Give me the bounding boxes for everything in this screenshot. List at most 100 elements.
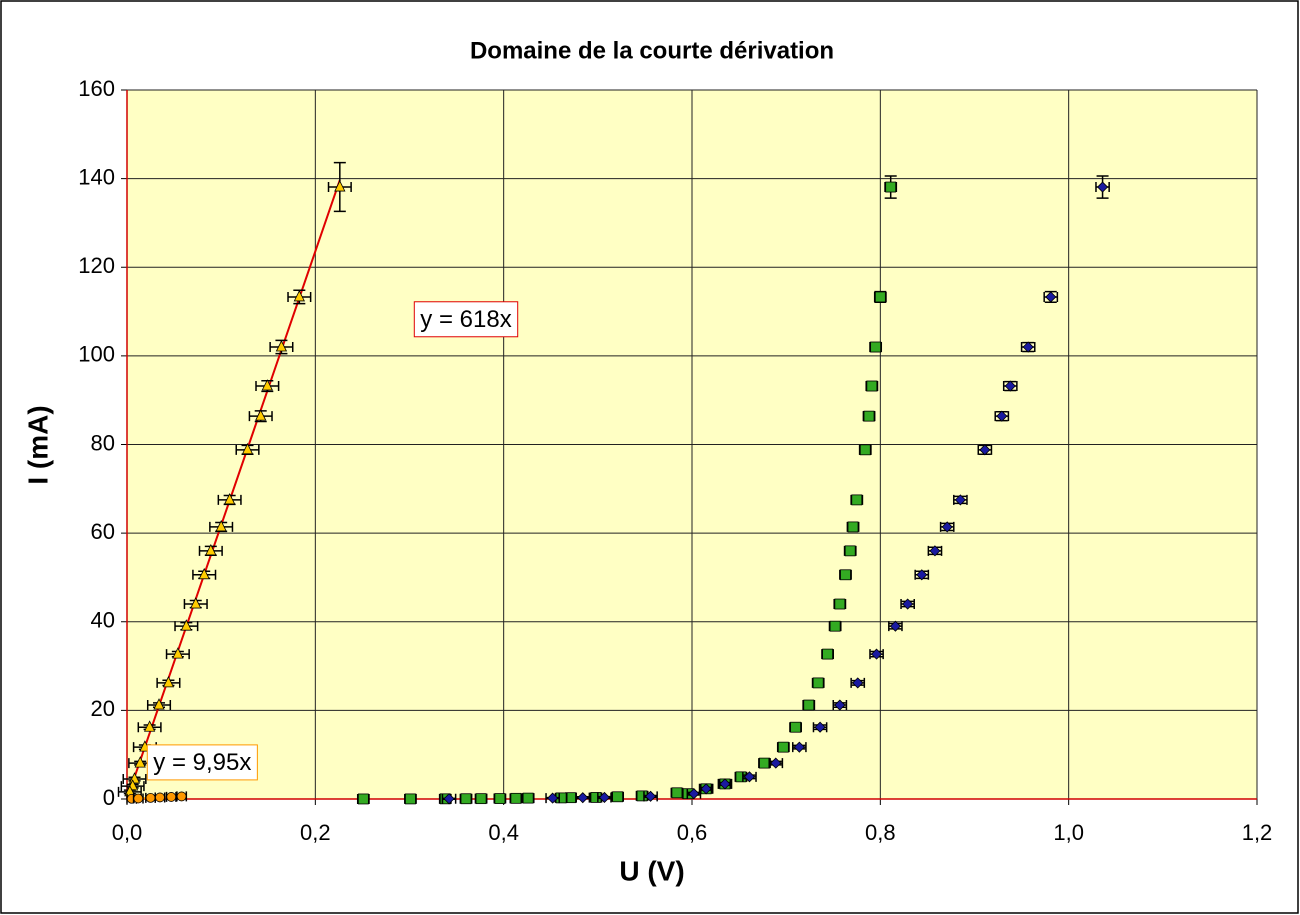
point [598, 791, 610, 804]
y-tick-label: 80 [91, 430, 115, 455]
point [275, 340, 288, 352]
point [1045, 291, 1057, 303]
point [870, 341, 882, 353]
point [852, 677, 864, 689]
point [840, 569, 851, 581]
point [153, 698, 165, 710]
point [954, 494, 966, 506]
point [522, 792, 534, 804]
point [979, 444, 991, 456]
point [793, 741, 805, 753]
point [494, 793, 506, 804]
point [851, 494, 863, 506]
y-tick-label: 160 [78, 76, 115, 101]
point [133, 793, 144, 804]
y-axis-label: I (mA) [22, 405, 53, 484]
point [293, 290, 305, 302]
point [871, 648, 883, 660]
trendline-label: y = 618x [420, 306, 511, 333]
y-tick-label: 40 [91, 608, 115, 633]
point [460, 793, 472, 805]
point [1097, 181, 1109, 193]
trendline-label-box [146, 744, 258, 781]
point [443, 793, 455, 805]
point [510, 792, 522, 804]
x-tick-label: 1,2 [1242, 820, 1273, 845]
point [829, 620, 841, 632]
point [180, 619, 192, 631]
point [844, 545, 856, 557]
point [996, 410, 1008, 422]
x-tick-label: 0,0 [112, 820, 143, 845]
y-tick-label: 140 [78, 164, 115, 189]
point [134, 756, 146, 768]
point [162, 676, 175, 688]
point [814, 721, 826, 733]
y-tick-label: 60 [91, 519, 115, 544]
trendline [126, 179, 341, 800]
point [255, 409, 267, 421]
point [577, 792, 589, 804]
point [688, 788, 700, 800]
point [822, 648, 833, 660]
trendline-label-box [413, 301, 519, 338]
point [941, 521, 953, 533]
y-tick-label: 120 [78, 253, 115, 278]
point [205, 543, 217, 556]
point [547, 792, 559, 804]
point [885, 181, 897, 193]
y-tick-label: 100 [78, 342, 115, 367]
point [645, 790, 657, 802]
point [902, 598, 914, 610]
point [334, 180, 346, 192]
x-tick-label: 0,8 [865, 820, 896, 845]
point [198, 567, 210, 580]
point [803, 699, 815, 711]
point [176, 791, 187, 802]
point [1004, 380, 1016, 392]
point [155, 792, 165, 803]
point [145, 792, 156, 803]
x-tick-label: 1,0 [1053, 820, 1084, 845]
point [834, 699, 846, 711]
point [777, 741, 789, 753]
point [916, 569, 928, 581]
point [812, 677, 824, 689]
y-tick-label: 20 [91, 696, 115, 721]
point [847, 521, 859, 533]
point [700, 783, 712, 795]
x-axis-label: U (V) [619, 855, 684, 886]
point [834, 598, 846, 610]
point [719, 778, 731, 790]
x-tick-label: 0,2 [300, 820, 331, 845]
point [866, 380, 878, 392]
point [143, 720, 156, 732]
point [172, 647, 184, 659]
point [612, 791, 624, 803]
y-tick-label: 0 [103, 785, 115, 810]
point [475, 793, 487, 805]
point [357, 793, 369, 805]
point [215, 520, 227, 532]
point [770, 757, 782, 769]
point [743, 771, 756, 783]
point [190, 597, 202, 609]
point [671, 787, 683, 799]
x-tick-label: 0,6 [677, 820, 708, 845]
point [166, 792, 177, 802]
chart-title: Domaine de la courte dérivation [470, 37, 834, 64]
trendline-label: y = 9,95x [153, 749, 251, 776]
point [874, 291, 886, 303]
point [223, 492, 236, 505]
point [405, 793, 416, 805]
point [863, 410, 875, 422]
point [759, 757, 770, 769]
point [1022, 341, 1034, 353]
point [889, 620, 901, 632]
point [929, 545, 941, 557]
point [859, 444, 871, 456]
point [790, 721, 801, 733]
x-tick-label: 0,4 [488, 820, 519, 845]
